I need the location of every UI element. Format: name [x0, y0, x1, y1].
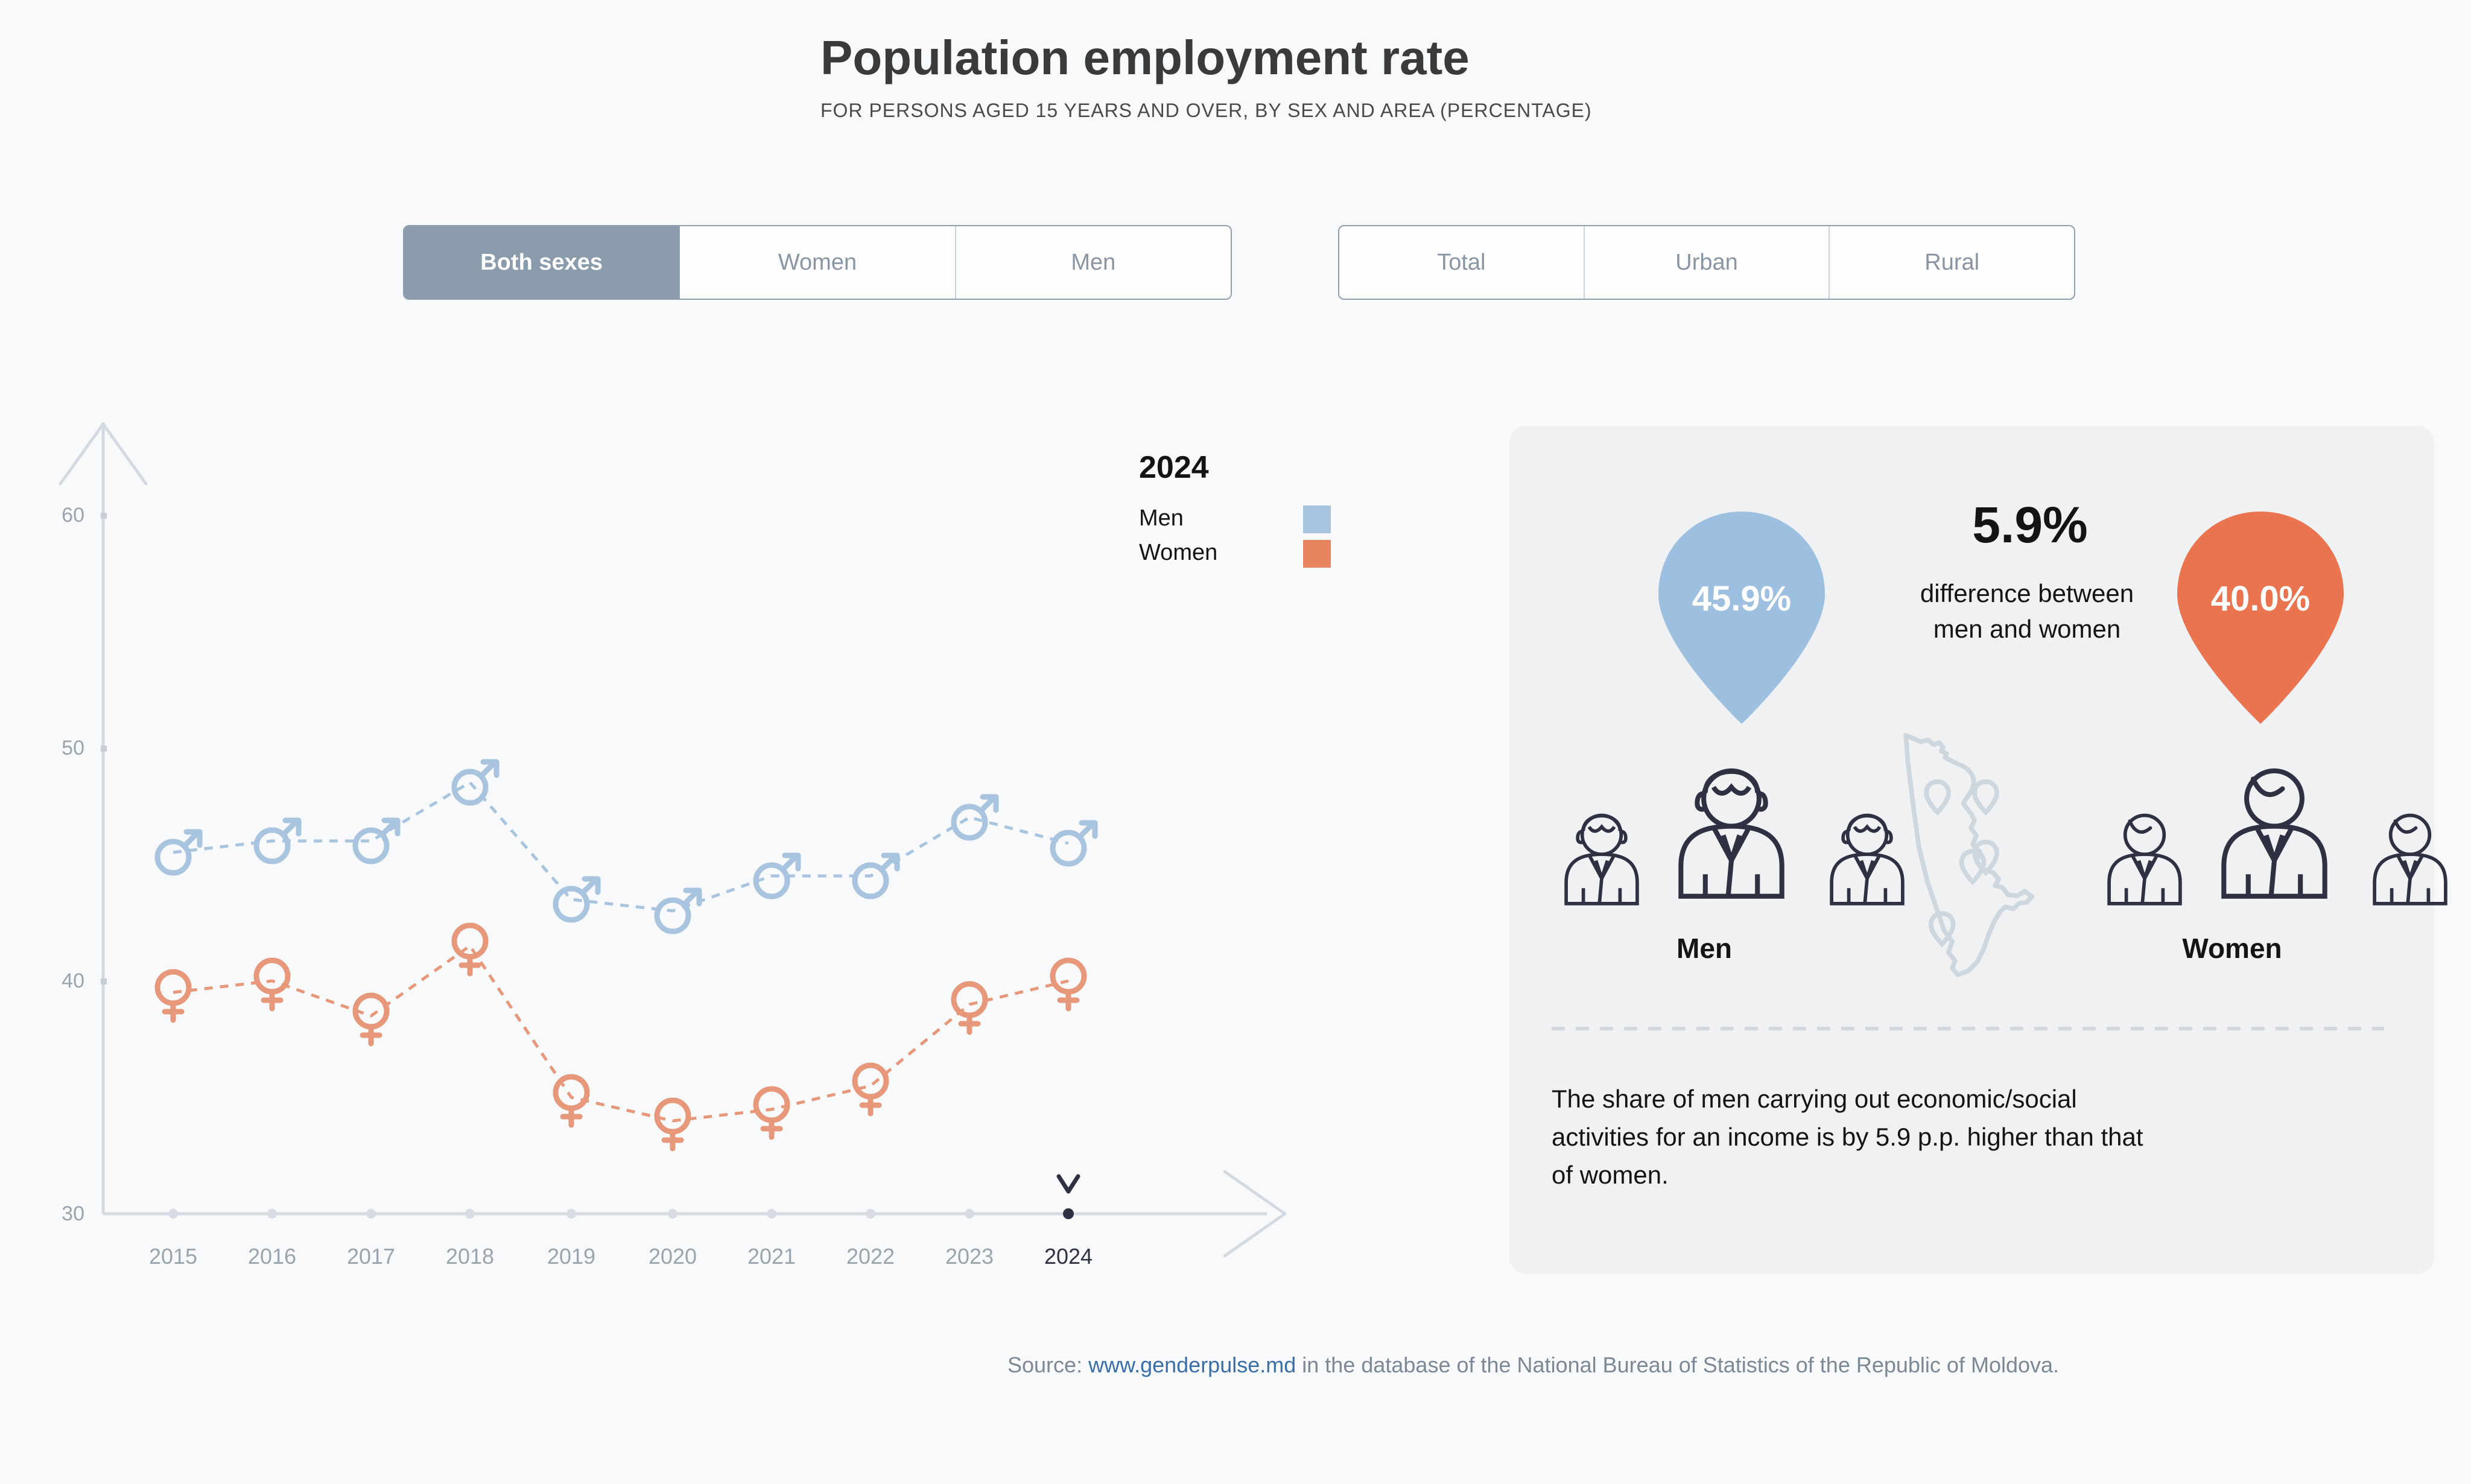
svg-text:60: 60 — [62, 504, 84, 527]
svg-text:2015: 2015 — [149, 1244, 197, 1269]
svg-text:2022: 2022 — [846, 1244, 895, 1269]
svg-text:2019: 2019 — [547, 1244, 595, 1269]
svg-text:2020: 2020 — [649, 1244, 697, 1269]
svg-text:40: 40 — [62, 969, 84, 992]
svg-text:30: 30 — [62, 1202, 84, 1225]
svg-text:2016: 2016 — [248, 1244, 296, 1269]
svg-text:50: 50 — [62, 737, 84, 759]
svg-text:2021: 2021 — [747, 1244, 796, 1269]
svg-text:2023: 2023 — [945, 1244, 994, 1269]
svg-text:2018: 2018 — [446, 1244, 494, 1269]
svg-text:2024: 2024 — [1044, 1244, 1093, 1269]
svg-text:45.9%: 45.9% — [1692, 579, 1791, 618]
svg-text:2017: 2017 — [347, 1244, 395, 1269]
